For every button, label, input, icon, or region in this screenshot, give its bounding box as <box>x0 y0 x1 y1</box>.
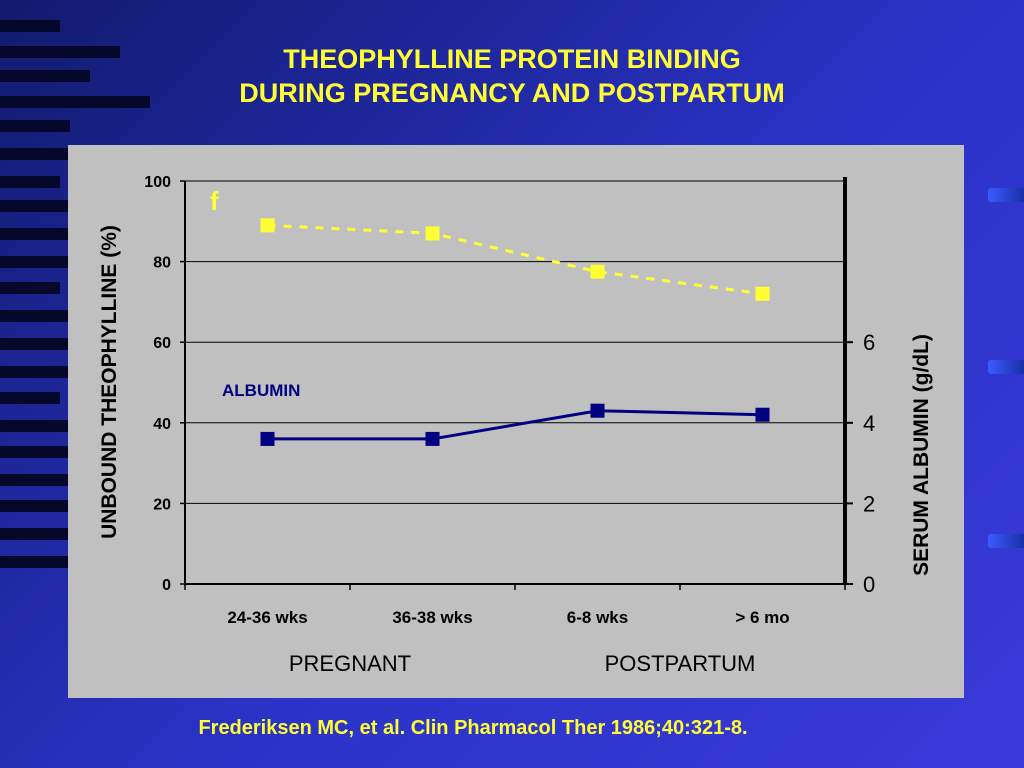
slide-title: THEOPHYLLINE PROTEIN BINDING DURING PREG… <box>0 42 1024 110</box>
y-tick-label: 0 <box>162 577 171 594</box>
series-line <box>267 409 763 441</box>
data-point <box>260 431 275 446</box>
series-line <box>267 223 763 296</box>
x-tick-label: 6-8 wks <box>567 608 628 627</box>
y2-tick-label: 2 <box>863 491 875 516</box>
y-tick-label: 100 <box>144 174 171 191</box>
y2-axis-title: SERUM ALBUMIN (g/dL) <box>910 334 933 576</box>
group-label: PREGNANT <box>289 651 411 676</box>
y-tick-label: 40 <box>153 416 171 433</box>
x-tick-label: 24-36 wks <box>227 608 307 627</box>
y-tick-label: 20 <box>153 496 171 513</box>
data-point <box>425 226 440 241</box>
data-point <box>590 403 605 418</box>
y-tick-label: 60 <box>153 335 171 352</box>
y2-tick-label: 4 <box>863 411 875 436</box>
citation: Frederiksen MC, et al. Clin Pharmacol Th… <box>198 717 748 739</box>
y-axis-title: UNBOUND THEOPHYLLINE (%) <box>98 225 121 539</box>
title-line-2: DURING PREGNANCY AND POSTPARTUM <box>239 78 785 108</box>
data-point <box>590 264 605 279</box>
chart-panel <box>68 145 964 698</box>
y2-tick-label: 6 <box>863 330 875 355</box>
y-tick-label: 80 <box>153 255 171 272</box>
data-point <box>260 218 275 233</box>
series-label: ALBUMIN <box>222 381 300 400</box>
x-tick-label: 36-38 wks <box>392 608 472 627</box>
title-line-1: THEOPHYLLINE PROTEIN BINDING <box>283 44 741 74</box>
data-point <box>425 431 440 446</box>
x-tick-label: > 6 mo <box>735 608 789 627</box>
data-point <box>755 407 770 422</box>
group-label: POSTPARTUM <box>605 651 756 676</box>
y2-tick-label: 0 <box>863 572 875 597</box>
data-point <box>755 286 770 301</box>
series-annotation: f <box>210 186 219 216</box>
